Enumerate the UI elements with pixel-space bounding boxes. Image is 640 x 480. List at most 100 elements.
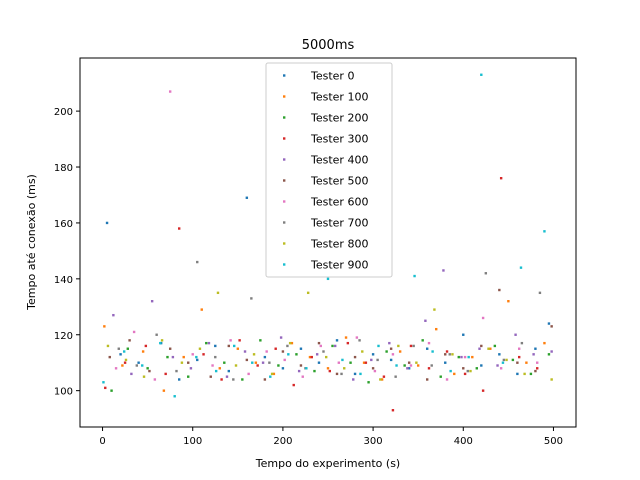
data-point-series-0 — [214, 344, 217, 348]
data-point-series-7 — [175, 369, 178, 373]
x-tick-label: 200 — [273, 436, 292, 447]
data-point-series-1 — [507, 300, 510, 303]
data-point-series-6 — [114, 367, 118, 370]
data-point-series-5 — [550, 325, 553, 328]
y-axis-label: Tempo até conexão (ms) — [25, 174, 38, 311]
data-point-series-8 — [142, 375, 146, 378]
legend-label: Tester 200 — [310, 112, 368, 125]
data-point-series-6 — [337, 361, 341, 364]
data-point-series-1 — [162, 389, 166, 392]
data-point-series-1 — [416, 364, 420, 367]
data-point-series-8 — [288, 341, 292, 345]
data-point-series-8 — [523, 372, 526, 376]
data-point-series-6 — [168, 90, 172, 93]
data-point-series-0 — [462, 333, 465, 336]
data-point-series-4 — [261, 361, 265, 364]
data-point-series-9 — [287, 353, 290, 356]
data-point-series-8 — [487, 347, 490, 350]
data-point-series-1 — [121, 364, 124, 367]
data-point-series-1 — [344, 336, 348, 339]
data-point-series-1 — [435, 327, 438, 331]
data-point-series-7 — [502, 358, 506, 362]
data-point-series-1 — [489, 347, 492, 350]
data-point-series-4 — [550, 350, 553, 353]
data-point-series-1 — [272, 372, 276, 376]
data-point-series-6 — [283, 358, 286, 362]
data-point-series-3 — [463, 372, 467, 376]
data-point-series-9 — [173, 395, 176, 398]
legend-label: Tester 500 — [310, 175, 368, 188]
data-point-series-3 — [104, 386, 107, 390]
data-point-series-9 — [159, 341, 162, 345]
data-point-series-5 — [187, 361, 190, 364]
data-point-series-5 — [426, 378, 429, 381]
data-point-series-4 — [207, 341, 211, 345]
data-point-series-6 — [319, 344, 322, 348]
legend-label: Tester 600 — [310, 196, 368, 209]
legend-marker — [283, 137, 286, 140]
data-point-series-0 — [196, 358, 199, 362]
data-point-series-9 — [449, 369, 452, 373]
data-point-series-4 — [442, 269, 445, 272]
y-tick-label: 140 — [54, 275, 73, 286]
data-point-series-9 — [326, 277, 330, 281]
data-point-series-5 — [353, 355, 357, 359]
data-point-series-8 — [306, 291, 310, 295]
data-point-series-0 — [444, 361, 447, 364]
data-point-series-2 — [421, 339, 424, 342]
data-point-series-4 — [334, 344, 337, 348]
data-point-series-5 — [534, 369, 537, 373]
data-point-series-3 — [202, 353, 205, 356]
data-point-series-5 — [227, 344, 230, 348]
data-point-series-2 — [367, 381, 370, 384]
legend-marker — [283, 200, 286, 203]
data-point-series-4 — [225, 375, 229, 378]
data-point-series-6 — [373, 369, 377, 373]
legend-marker — [283, 179, 286, 182]
data-point-series-8 — [198, 347, 202, 350]
data-point-series-4 — [424, 319, 427, 322]
data-point-series-0 — [245, 196, 249, 199]
data-point-series-8 — [234, 364, 238, 367]
y-tick-label: 200 — [54, 107, 73, 118]
data-point-series-1 — [218, 367, 221, 370]
data-point-series-4 — [460, 355, 463, 359]
data-point-series-7 — [448, 353, 451, 356]
data-point-series-8 — [252, 353, 256, 356]
data-point-series-1 — [525, 361, 528, 364]
data-point-series-2 — [547, 353, 551, 356]
data-point-series-5 — [299, 364, 303, 367]
data-point-series-7 — [340, 372, 343, 376]
data-point-series-0 — [498, 353, 501, 356]
data-point-series-3 — [536, 367, 539, 370]
data-point-series-8 — [361, 350, 364, 353]
data-point-series-7 — [135, 364, 139, 367]
y-tick-label: 180 — [54, 163, 73, 174]
data-point-series-1 — [326, 367, 330, 370]
data-point-series-8 — [505, 358, 508, 362]
data-point-series-2 — [295, 353, 298, 356]
legend-label: Tester 400 — [310, 154, 368, 167]
data-point-series-5 — [128, 339, 131, 342]
data-point-series-4 — [388, 341, 391, 345]
data-point-series-5 — [148, 369, 151, 373]
data-point-series-4 — [514, 333, 517, 336]
data-point-series-2 — [205, 341, 208, 345]
data-point-series-8 — [124, 358, 128, 362]
data-point-series-4 — [112, 313, 115, 317]
data-point-series-4 — [370, 358, 373, 362]
data-point-series-9 — [359, 372, 362, 376]
legend-label: Tester 900 — [310, 259, 368, 272]
data-point-series-8 — [343, 367, 346, 370]
data-point-series-9 — [269, 375, 272, 378]
data-point-series-5 — [168, 347, 172, 350]
data-point-series-8 — [469, 369, 472, 373]
data-point-series-9 — [102, 381, 105, 384]
data-point-series-2 — [126, 347, 129, 350]
data-point-series-3 — [164, 372, 167, 376]
data-point-series-3 — [123, 361, 127, 364]
data-point-series-3 — [499, 177, 503, 180]
data-point-series-4 — [315, 353, 319, 356]
legend-marker — [283, 116, 286, 119]
y-tick-label: 120 — [54, 331, 73, 342]
